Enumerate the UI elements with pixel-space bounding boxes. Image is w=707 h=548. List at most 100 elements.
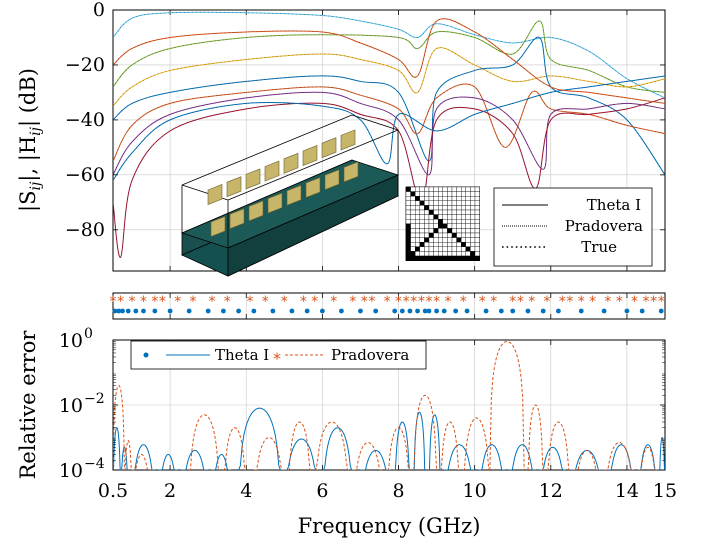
sample-point-theta [453,308,459,314]
sample-point-theta [556,308,561,314]
mesh-cell [447,186,453,192]
sample-point-theta [116,308,122,314]
mesh-cell [470,237,476,243]
mesh-cell [447,219,453,224]
mesh-cell [424,209,430,215]
response-curve-true [113,47,665,107]
mesh-cell [433,200,439,206]
sample-point-theta [141,308,146,314]
mesh-cell [419,214,425,220]
mesh-cell [461,242,466,247]
x-tick-label: 15 [653,480,677,502]
sample-point-theta [540,308,546,314]
x-tick-label: 14 [615,480,639,502]
mesh-cell [433,255,439,261]
mesh-cell [419,246,425,252]
y-tick-label: −20 [65,54,105,76]
sample-point-pradovera: * [410,294,417,310]
y-tick-label: 0 [93,0,105,21]
y-tick-label: 10 [59,395,83,417]
sample-point-theta [464,308,470,314]
mesh-cell [405,232,411,238]
middle-sample-markers: * * * * * * * * * * * * * * * * * * * * * * * * * * * * * * * * * * * * * * * *… [110,294,665,314]
mesh-cell [451,242,457,247]
sample-point-pradovera: * [642,294,649,310]
legend-label-pradovera-bottom: Pradovera [331,346,409,364]
mesh-cell [465,242,471,247]
mesh-cell [442,223,448,229]
mesh-cell [419,209,425,215]
sample-point-pradovera: * [589,294,596,310]
mesh-cell [456,196,462,201]
mesh-cell [410,196,416,201]
mesh-cell [428,200,434,206]
mesh-cell [419,232,425,238]
mesh-cell [447,200,453,206]
mesh-cell [438,232,443,238]
mesh-cell [419,223,425,229]
mesh-cell [424,200,430,206]
mesh-cell [419,242,425,247]
sample-point-theta [525,308,531,314]
mesh-cell [415,251,420,257]
sample-point-pradovera: * [616,294,623,310]
mesh-cell [410,228,416,234]
mesh-cell [419,219,425,224]
mesh-cell [451,219,457,224]
mesh-cell [419,200,425,206]
mesh-cell [428,228,434,234]
mesh-cell [405,205,411,211]
mesh-cell [428,237,434,243]
mesh-cell [447,228,453,234]
mesh-cell [424,242,430,247]
mesh-cell [465,200,471,206]
sample-point-theta [120,308,125,314]
mesh-cell [419,196,425,201]
mesh-cell [465,255,471,261]
mesh-cell [456,186,462,192]
mesh-cell [461,196,466,201]
antenna-patch [324,169,340,191]
sample-point-pradovera: * [509,294,516,310]
sample-point-theta [498,308,504,314]
mesh-cell [470,205,476,211]
mesh-cell [438,191,443,197]
mesh-cell [461,223,466,229]
mesh-cell [405,200,411,206]
antenna-patch [264,160,280,182]
mesh-cell [438,214,443,220]
sample-point-theta [441,308,447,314]
mesh-cell [442,219,448,224]
mesh-cell [474,251,480,257]
y-tick-exponent: 0 [84,326,93,342]
sample-point-pradovera: * [311,294,318,310]
mesh-cell [461,191,466,197]
mesh-cell [465,237,471,243]
mesh-cell [438,242,443,247]
mesh-cell [470,219,476,224]
mesh-cell [465,196,471,201]
mesh-cell [451,200,457,206]
sample-point-theta [251,308,257,314]
sample-point-theta [133,308,139,314]
mesh-cell [474,196,480,201]
sample-point-pradovera: * [403,294,410,310]
mesh-cell [456,237,462,243]
mesh-cell [424,196,430,201]
sample-point-pradovera: * [479,294,486,310]
mesh-cell [465,246,471,252]
mesh-cell [438,200,443,206]
response-curve-true [113,91,665,176]
sample-point-pradovera: * [330,294,337,310]
mesh-cell [447,237,453,243]
mesh-cell [474,209,480,215]
mesh-cell [456,214,462,220]
mesh-cell [442,255,448,261]
mesh-cell [433,214,439,220]
mesh-cell [447,205,453,211]
sample-point-theta [510,308,516,314]
sample-point-pradovera: * [189,294,196,310]
mesh-cell [470,242,476,247]
y-tick-exponent: −2 [84,391,105,407]
mesh-cell [433,232,439,238]
